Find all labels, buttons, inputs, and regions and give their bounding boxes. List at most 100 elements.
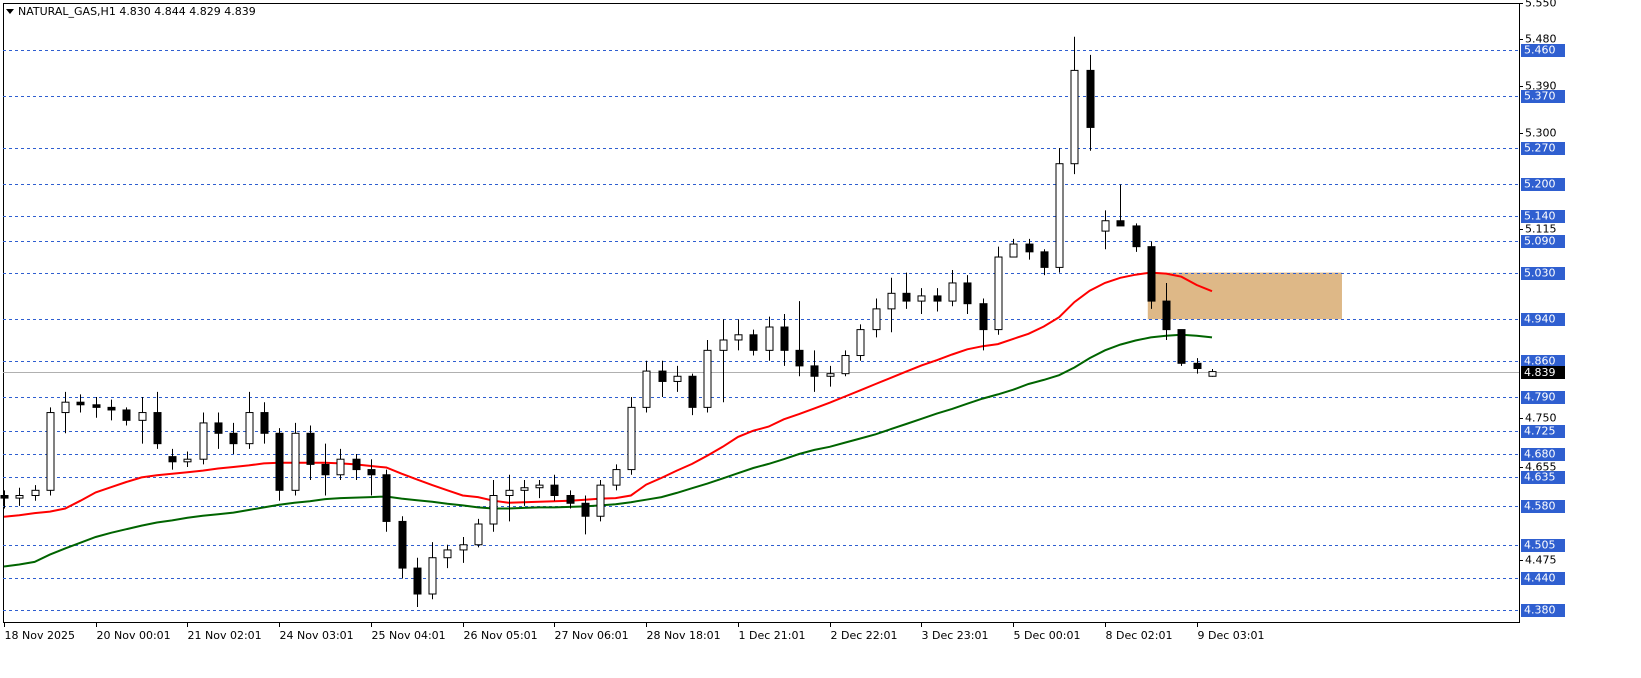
candle-body — [734, 334, 743, 341]
x-tick-label: 28 Nov 18:01 — [647, 629, 721, 642]
candle-body — [260, 412, 269, 434]
level-label: 4.380 — [1524, 604, 1556, 617]
candle-body — [61, 401, 70, 414]
candle-body — [321, 463, 330, 476]
candle-body — [1116, 220, 1125, 227]
candle-body — [122, 409, 131, 421]
candle-body — [245, 412, 254, 445]
level-label: 5.370 — [1524, 90, 1556, 103]
level-label-box — [1521, 44, 1565, 57]
candle-body — [46, 412, 55, 491]
candle-body — [979, 303, 988, 331]
candle-body — [795, 349, 804, 367]
level-label-box — [1521, 178, 1565, 191]
candle-body — [1070, 69, 1079, 165]
candle-body — [765, 326, 774, 351]
level-label-box — [1521, 572, 1565, 585]
candle-body — [520, 487, 529, 491]
candle-body — [535, 484, 544, 489]
y-tick-label: 5.550 — [1525, 0, 1557, 10]
y-tick-label: 5.300 — [1525, 127, 1557, 140]
candle-body — [413, 567, 422, 595]
candle-body — [398, 520, 407, 569]
candle-body — [596, 484, 605, 517]
level-label-box — [1521, 90, 1565, 103]
candle-body — [550, 484, 559, 497]
x-tick-label: 2 Dec 22:01 — [831, 629, 898, 642]
candle-body — [31, 489, 40, 497]
moving-average-line — [3, 333, 1213, 568]
candle-body — [917, 295, 926, 302]
level-label: 5.140 — [1524, 210, 1556, 223]
last-price-box — [1521, 366, 1565, 379]
level-label-box — [1521, 539, 1565, 552]
y-tick-label: 4.750 — [1525, 412, 1557, 425]
header-arrow — [6, 9, 14, 14]
candle-body — [229, 432, 238, 445]
candle-body — [1055, 163, 1064, 268]
y-tick-label: 5.480 — [1525, 33, 1557, 46]
level-label-box — [1521, 210, 1565, 223]
candle-body — [872, 308, 881, 331]
x-tick-label: 9 Dec 03:01 — [1198, 629, 1265, 642]
candle-body — [1208, 371, 1217, 377]
last-price-label: 4.839 — [1524, 366, 1556, 379]
candle-body — [902, 292, 911, 302]
x-tick-label: 18 Nov 2025 — [5, 629, 75, 642]
level-label-box — [1521, 355, 1565, 368]
x-tick-label: 25 Nov 04:01 — [372, 629, 446, 642]
candle-body — [612, 469, 621, 486]
level-label-box — [1521, 448, 1565, 461]
candle-body — [810, 365, 819, 377]
candle-body — [963, 282, 972, 305]
candle-body — [673, 375, 682, 382]
level-label: 4.505 — [1524, 539, 1556, 552]
candle-body — [183, 458, 192, 463]
x-tick-label: 8 Dec 02:01 — [1106, 629, 1173, 642]
level-label: 5.460 — [1524, 44, 1556, 57]
y-tick-label: 4.475 — [1525, 554, 1557, 567]
candle-body — [275, 432, 284, 491]
level-label: 5.090 — [1524, 235, 1556, 248]
x-tick-label: 5 Dec 00:01 — [1014, 629, 1081, 642]
y-tick-label: 5.390 — [1525, 80, 1557, 93]
level-label: 4.580 — [1524, 500, 1556, 513]
level-label-box — [1521, 425, 1565, 438]
candle-body — [15, 495, 24, 499]
candle-body — [382, 474, 391, 522]
y-tick-label: 4.655 — [1525, 461, 1557, 474]
candle-body — [948, 282, 957, 302]
candle-body — [841, 355, 850, 375]
level-label-box — [1521, 471, 1565, 484]
level-label: 4.635 — [1524, 471, 1556, 484]
x-tick-label: 3 Dec 23:01 — [922, 629, 989, 642]
candle-body — [92, 404, 101, 408]
level-label-box — [1521, 313, 1565, 326]
x-tick-label: 1 Dec 21:01 — [739, 629, 806, 642]
candle-body — [658, 370, 667, 382]
candle-body — [688, 375, 697, 408]
candle-body — [1009, 243, 1018, 258]
candle-body — [703, 349, 712, 408]
candle-body — [642, 370, 651, 408]
level-label-box — [1521, 500, 1565, 513]
candle-body — [749, 334, 758, 351]
level-label: 4.940 — [1524, 313, 1556, 326]
candle-body — [107, 406, 116, 411]
candle-body — [459, 544, 468, 551]
candle-body — [474, 523, 483, 546]
candle-body — [153, 412, 162, 445]
candle-body — [826, 373, 835, 377]
level-label: 4.440 — [1524, 572, 1556, 585]
level-label-box — [1521, 391, 1565, 404]
candle-body — [76, 401, 85, 406]
candle-body — [443, 549, 452, 559]
candle-body — [1025, 243, 1034, 253]
candle-body — [336, 458, 345, 476]
chart-header: NATURAL_GAS,H1 4.830 4.844 4.829 4.839 — [18, 5, 256, 18]
candle-body — [0, 495, 9, 499]
background-layer — [3, 50, 1519, 611]
level-label: 5.200 — [1524, 178, 1556, 191]
candle-body — [566, 495, 575, 504]
